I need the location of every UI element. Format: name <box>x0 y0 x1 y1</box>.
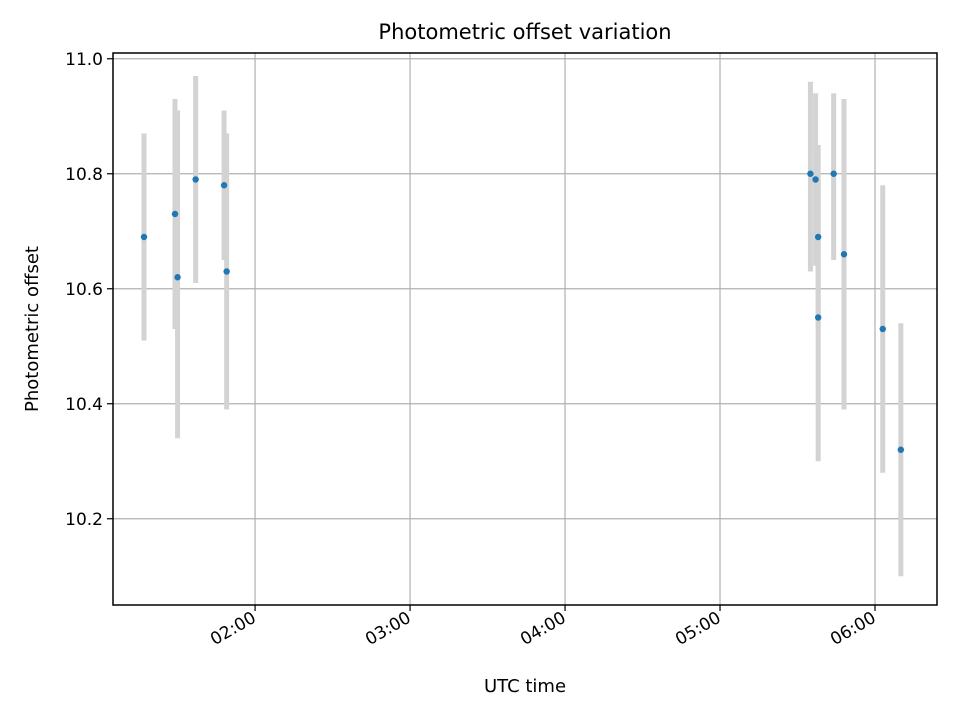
data-point <box>812 176 819 183</box>
plot-frame <box>112 52 938 606</box>
grid-lines <box>113 53 937 605</box>
y-tick-label: 10.2 <box>65 510 103 530</box>
data-point <box>830 170 837 177</box>
y-tick-label: 10.8 <box>65 165 103 185</box>
x-axis-label: UTC time <box>484 676 566 697</box>
data-point <box>174 274 181 281</box>
y-tick-label: 10.4 <box>65 395 103 415</box>
y-axis-ticks: 10.2 10.4 10.6 10.8 11.0 <box>65 50 113 530</box>
data-point <box>814 314 822 321</box>
data-point <box>879 325 886 333</box>
data-point <box>223 268 230 275</box>
data-points <box>140 170 905 453</box>
data-point <box>171 210 179 218</box>
data-point <box>840 251 848 258</box>
data-point <box>897 446 905 453</box>
data-point <box>192 176 199 183</box>
y-tick-label: 10.6 <box>65 280 103 300</box>
y-axis-label: Photometric offset <box>22 246 43 412</box>
chart-title: Photometric offset variation <box>378 20 671 44</box>
y-tick-label: 11.0 <box>65 50 103 70</box>
data-point <box>814 233 822 241</box>
data-point <box>140 233 148 241</box>
data-point <box>807 170 814 177</box>
data-point <box>220 182 228 189</box>
